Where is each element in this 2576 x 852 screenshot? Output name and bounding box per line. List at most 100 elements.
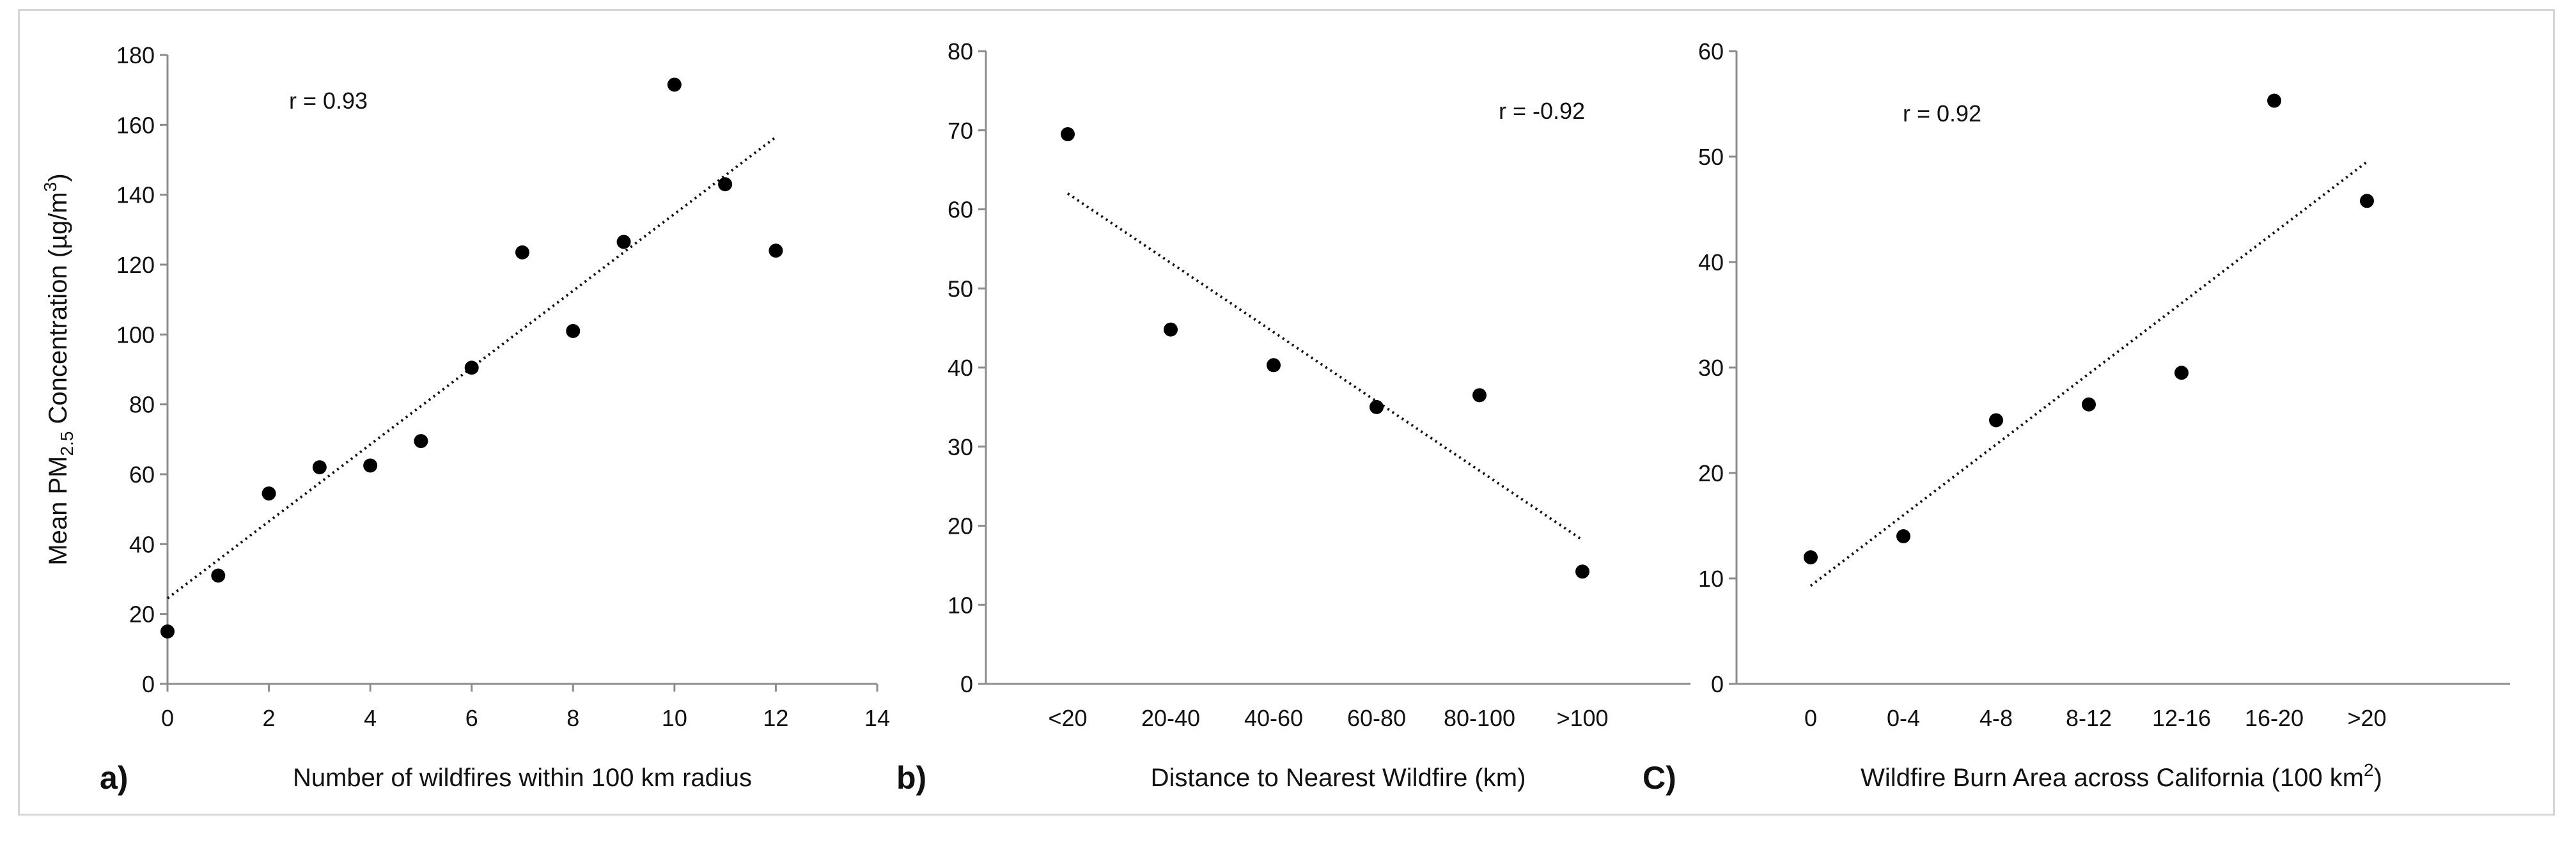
x-axis-label-main: Wildfire Burn Area across California [1861, 764, 2271, 792]
x-tick-label: 12 [763, 705, 788, 731]
y-tick-label: 120 [116, 252, 155, 278]
data-point [1164, 322, 1178, 337]
y-tick-label: 30 [1698, 355, 1724, 381]
data-point [1989, 413, 2003, 428]
y-tick-label: 60 [1698, 38, 1724, 65]
x-tick-label: >20 [2347, 705, 2386, 731]
x-tick-label: 4-8 [1979, 705, 2013, 731]
correlation-annotation: r = 0.92 [1903, 100, 1981, 127]
x-tick-label: 8 [566, 705, 579, 731]
chart-panel-b: 0 10 20 30 40 50 60 70 80 <20 20-40 40-60 60-80 80-10… [896, 38, 1690, 796]
trend-line [1809, 160, 2368, 587]
data-point [718, 177, 733, 192]
x-tick-label: 2 [263, 705, 276, 731]
y-tick-label: 10 [1698, 566, 1724, 592]
data-point [616, 235, 631, 249]
y-axis-label: Mean PM2.5 Concentration (µg/m3) [40, 173, 77, 565]
x-tick-label: >100 [1556, 705, 1608, 731]
x-tick-label: <20 [1048, 705, 1087, 731]
x-tick-label: 10 [662, 705, 687, 731]
data-point [414, 434, 428, 449]
y-tick-label: 0 [960, 671, 973, 697]
data-point [1061, 127, 1075, 141]
data-point [1804, 550, 1818, 564]
x-axis-label-unit: (100 km [2272, 764, 2364, 792]
data-point [312, 460, 327, 475]
x-tick-label: 16-20 [2245, 705, 2304, 731]
x-tick-label: 80-100 [1444, 705, 1515, 731]
trend-line [1066, 192, 1584, 541]
correlation-annotation: r = -0.92 [1499, 98, 1585, 124]
x-tick-label: 6 [465, 705, 478, 731]
x-tick-label: 12-16 [2152, 705, 2211, 731]
y-tick-label: 40 [1698, 249, 1724, 275]
y-tick-label: 40 [948, 355, 973, 381]
x-tick-label: 40-60 [1244, 705, 1303, 731]
x-axis-label: Distance to Nearest Wildfire (km) [1151, 764, 1526, 792]
y-tick-label: 30 [948, 434, 973, 460]
chart-panel-c: 0 10 20 30 40 50 60 0 0-4 4-8 8-12 12-16 16-20 >20 r =… [1643, 38, 2510, 796]
x-tick-label: 8-12 [2066, 705, 2112, 731]
panel-letter: C) [1643, 760, 1676, 796]
y-tick-label: 20 [129, 601, 155, 628]
data-point [1896, 529, 1910, 543]
y-axis-label-suffix: ) [44, 173, 72, 182]
y-tick-label: 50 [948, 275, 973, 302]
panel-letter: b) [896, 760, 926, 796]
x-tick-label: 60-80 [1347, 705, 1406, 731]
y-tick-label: 100 [116, 321, 155, 348]
y-tick-label: 0 [142, 671, 155, 697]
y-axis-label-sup: 3 [40, 182, 60, 192]
data-point [1370, 399, 1384, 414]
data-point [1472, 388, 1487, 403]
data-point [2267, 93, 2281, 108]
y-tick-label: 140 [116, 182, 155, 208]
data-point [1267, 358, 1281, 373]
y-tick-label: 10 [948, 592, 973, 618]
data-point [566, 323, 581, 338]
x-tick-label: 0-4 [1887, 705, 1920, 731]
data-point [667, 77, 682, 92]
y-tick-label: 70 [948, 118, 973, 144]
x-tick-label: 0 [161, 705, 174, 731]
y-tick-label: 80 [948, 38, 973, 65]
y-tick-label: 20 [948, 513, 973, 539]
data-point [211, 568, 226, 583]
data-point [1575, 564, 1589, 579]
data-point [515, 245, 529, 259]
panel-letter: a) [100, 760, 128, 796]
figure-frame [18, 9, 2555, 816]
x-tick-label: 0 [1804, 705, 1817, 731]
y-tick-label: 50 [1698, 144, 1724, 170]
y-tick-label: 60 [948, 197, 973, 223]
chart-panel-a: 0 20 40 60 80 100 120 140 160 180 0 2 4 6 8 10 12 14 r = 0… [40, 42, 890, 796]
y-tick-label: 20 [1698, 460, 1724, 486]
x-axis-label-suffix: ) [2374, 764, 2382, 792]
x-axis-label: Number of wildfires within 100 km radius [293, 764, 752, 792]
data-point [464, 360, 479, 375]
trend-line [166, 136, 777, 600]
y-axis-label-mid: Concentration (µg/m [44, 192, 72, 431]
x-tick-label: 14 [864, 705, 890, 731]
correlation-annotation: r = 0.93 [289, 88, 368, 114]
x-tick-label: 4 [364, 705, 377, 731]
data-point [160, 624, 175, 639]
y-axis-label-sub: 2.5 [57, 431, 77, 456]
y-tick-label: 180 [116, 42, 155, 68]
data-point [363, 458, 378, 473]
y-tick-label: 160 [116, 112, 155, 138]
y-tick-label: 0 [1711, 671, 1724, 697]
data-point [262, 486, 276, 501]
y-tick-label: 80 [129, 392, 155, 418]
data-point [769, 244, 783, 258]
y-tick-label: 40 [129, 531, 155, 557]
y-tick-label: 60 [129, 461, 155, 488]
data-point [2360, 194, 2374, 208]
x-axis-label: Wildfire Burn Area across California (10… [1861, 760, 2382, 792]
data-point [2082, 397, 2096, 412]
x-axis-label-sup: 2 [2364, 760, 2374, 780]
data-point [2174, 366, 2189, 380]
y-axis-label-prefix: Mean PM [44, 456, 72, 566]
x-tick-label: 20-40 [1141, 705, 1200, 731]
